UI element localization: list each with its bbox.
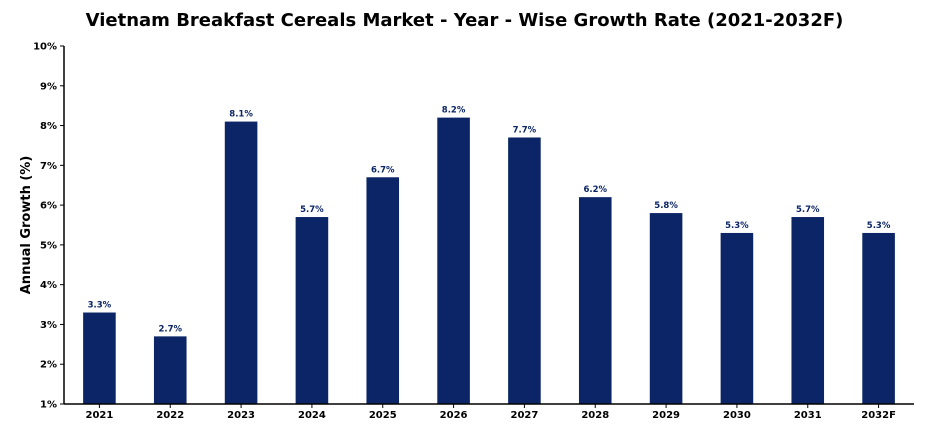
x-tick-label: 2022 <box>156 410 184 421</box>
bar-value-label: 8.2% <box>442 106 466 116</box>
bar-2022 <box>153 336 187 404</box>
y-tick-label: 5% <box>40 240 57 251</box>
bar-2029 <box>649 213 683 404</box>
bar-value-label: 5.3% <box>867 221 891 231</box>
bar-value-label: 5.8% <box>654 201 678 211</box>
bar-value-label: 3.3% <box>88 301 112 311</box>
bar-value-label: 5.7% <box>796 205 820 215</box>
bar-value-label: 2.7% <box>158 324 182 334</box>
y-tick-label: 8% <box>40 121 57 132</box>
bar-2028 <box>578 197 612 404</box>
y-tick-label: 2% <box>40 360 57 371</box>
bar-2026 <box>437 117 470 404</box>
chart-title: Vietnam Breakfast Cereals Market - Year … <box>85 10 844 31</box>
y-tick-label: 9% <box>40 81 57 92</box>
bar-value-label: 5.7% <box>300 205 324 215</box>
bar-2025 <box>366 177 400 404</box>
bar-2032F <box>862 232 895 404</box>
bar-value-label: 6.7% <box>371 165 395 175</box>
y-tick-label: 3% <box>40 320 57 331</box>
x-tick-label: 2032F <box>861 410 896 421</box>
bar-2024 <box>295 217 329 404</box>
x-tick-label: 2029 <box>652 410 680 421</box>
x-tick-label: 2031 <box>794 410 822 421</box>
y-tick-label: 7% <box>40 161 57 172</box>
y-tick-label: 10% <box>33 42 57 53</box>
bar-2023 <box>224 121 258 405</box>
x-tick-label: 2023 <box>227 410 255 421</box>
y-axis-title: Annual Growth (%) <box>19 156 34 295</box>
bar-2030 <box>720 232 754 404</box>
bar-2027 <box>508 137 541 404</box>
x-tick-label: 2026 <box>440 410 468 421</box>
bar-value-label: 7.7% <box>513 125 537 135</box>
bar-value-label: 8.1% <box>229 110 253 120</box>
x-tick-label: 2027 <box>510 410 538 421</box>
y-tick-label: 4% <box>40 280 57 291</box>
bar-2021 <box>83 312 116 404</box>
x-tick-label: 2030 <box>723 410 751 421</box>
bar-value-label: 6.2% <box>583 185 607 195</box>
x-tick-label: 2028 <box>581 410 609 421</box>
x-tick-label: 2021 <box>85 410 113 421</box>
bar-value-label: 5.3% <box>725 221 749 231</box>
y-tick-label: 6% <box>40 201 57 212</box>
x-tick-label: 2025 <box>369 410 397 421</box>
x-tick-label: 2024 <box>298 410 326 421</box>
y-tick-label: 1% <box>40 400 57 411</box>
bar-2031 <box>791 217 825 404</box>
